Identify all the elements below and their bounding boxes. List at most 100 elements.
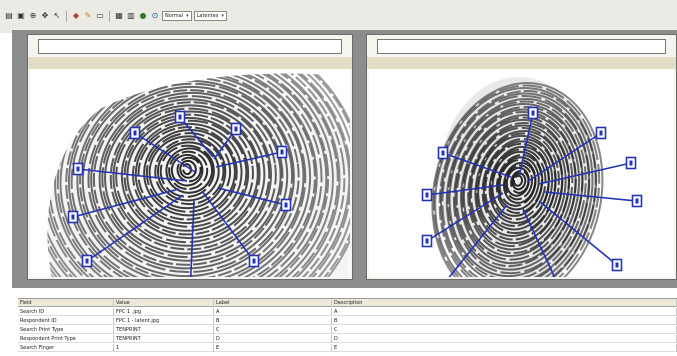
minutia-link-line <box>134 132 196 173</box>
minutia-marker-dot <box>85 258 89 264</box>
table-row[interactable]: Search Print Type TENPRINT C C <box>18 326 677 334</box>
value-cell[interactable]: FPC 1 .jpg <box>114 308 214 316</box>
search-print-image[interactable] <box>30 69 350 277</box>
minutia-link-line <box>72 188 180 218</box>
respondent-print-canvas[interactable] <box>369 69 674 277</box>
minutia-link-line <box>215 151 283 168</box>
minutia-marker-dot <box>280 149 284 155</box>
minutia-link-line <box>448 204 508 277</box>
minutia-marker-dot <box>133 130 137 136</box>
minutia-marker-dot <box>531 110 535 116</box>
minutia-link-line <box>426 192 504 242</box>
field-cell: Respondent ID <box>18 317 114 325</box>
field-cell: Respondent Print Type <box>18 335 114 343</box>
zoom-in-icon[interactable]: ⊕ <box>29 11 37 20</box>
overlay-select-value: Latentes <box>196 13 219 19</box>
minutia-marker-dot <box>441 150 445 156</box>
comparison-workspace <box>12 30 677 288</box>
image-background <box>30 69 350 277</box>
column-header-value[interactable]: Value <box>114 299 214 307</box>
search-print-canvas[interactable] <box>30 69 350 277</box>
label-cell[interactable]: C <box>214 326 332 334</box>
toolbar-separator <box>109 10 110 22</box>
property-grid: Field Value Label Description Search ID … <box>18 298 677 356</box>
minutia-marker-dot <box>76 166 80 172</box>
minutia-marker-dot <box>284 202 288 208</box>
zoom-select-value: Normal <box>165 13 184 19</box>
minutia-link-line <box>518 112 534 178</box>
value-cell[interactable]: FPC 1 - latent.jpg <box>114 317 214 325</box>
value-cell[interactable]: TENPRINT <box>114 326 214 334</box>
label-cell[interactable]: B <box>214 317 332 325</box>
search-print-panel <box>27 34 353 280</box>
minutia-link-line <box>544 191 638 202</box>
label-cell[interactable]: D <box>214 335 332 343</box>
pan-icon[interactable]: ✥ <box>41 11 49 20</box>
description-cell[interactable]: C <box>332 326 677 334</box>
toolbar-row: ▤ ▣ ⊕ ✥ ↖ ◆ ✎ ▭ ▦ ▥ ● ⊙ Normal ▾ Latente… <box>4 9 227 23</box>
minutia-marker-dot <box>635 198 639 204</box>
minutia-marker-dot <box>615 262 619 268</box>
toolbar: ▤ ▣ ⊕ ✥ ↖ ◆ ✎ ▭ ▦ ▥ ● ⊙ Normal ▾ Latente… <box>0 0 677 33</box>
respondent-print-panel <box>366 34 677 280</box>
label-cell[interactable]: A <box>214 308 332 316</box>
toolbar-separator <box>66 10 67 22</box>
table-row[interactable]: Search ID FPC 1 .jpg A A <box>18 308 677 316</box>
label-cell[interactable]: E <box>214 344 332 352</box>
chevron-down-icon: ▾ <box>221 13 224 19</box>
minutia-marker-dot <box>252 258 256 264</box>
value-cell[interactable]: TENPRINT <box>114 335 214 343</box>
respondent-print-title-field[interactable] <box>377 39 666 54</box>
minutia-link-line <box>538 200 618 266</box>
overlay-select[interactable]: Latentes ▾ <box>193 11 227 21</box>
minutia-link-line <box>526 132 602 183</box>
minutia-link-line <box>442 152 512 178</box>
table-icon[interactable]: ▥ <box>127 11 135 20</box>
minutia-link-line <box>538 162 632 185</box>
minutia-link-line <box>201 190 255 262</box>
grid-icon[interactable]: ▦ <box>115 11 123 20</box>
search-print-title-field[interactable] <box>38 39 342 54</box>
value-cell[interactable]: 1 <box>114 344 214 352</box>
field-cell: Search Print Type <box>18 326 114 334</box>
ruler-icon[interactable]: ▭ <box>96 11 104 20</box>
pen-icon[interactable]: ✎ <box>84 11 92 20</box>
field-cell: Search ID <box>18 308 114 316</box>
open-file-icon[interactable]: ▤ <box>5 11 13 20</box>
minutia-link-line <box>217 187 287 206</box>
respondent-print-image[interactable] <box>369 69 674 277</box>
description-cell[interactable]: A <box>332 308 677 316</box>
table-row[interactable]: Respondent Print Type TENPRINT D D <box>18 335 677 343</box>
help-icon[interactable]: ⊙ <box>151 11 159 20</box>
table-row[interactable]: Respondent ID FPC 1 - latent.jpg B B <box>18 317 677 325</box>
minutia-marker-dot <box>178 114 182 120</box>
minutia-marker-dot <box>599 130 603 136</box>
minutia-marker-dot <box>425 238 429 244</box>
field-cell: Search Finger <box>18 344 114 352</box>
fingerprint-ridges <box>431 82 604 277</box>
minutia-link-line <box>189 200 195 277</box>
minutia-link-line <box>179 116 214 158</box>
minutia-link-line <box>426 184 504 196</box>
minutia-link-line <box>77 168 188 182</box>
column-header-description[interactable]: Description <box>332 299 677 307</box>
minutia-marker-dot <box>425 192 429 198</box>
minutia-marker-dot <box>629 160 633 166</box>
minutia-marker-dot <box>234 126 238 132</box>
table-row[interactable]: Search Finger 1 E E <box>18 344 677 352</box>
description-cell[interactable]: B <box>332 317 677 325</box>
minutia-marker-dot <box>71 214 75 220</box>
panel-header-band <box>367 57 676 69</box>
description-cell[interactable]: E <box>332 344 677 352</box>
minutia-link-line <box>522 208 556 277</box>
select-icon[interactable]: ↖ <box>53 11 61 20</box>
minutia-link-line <box>86 194 184 262</box>
save-icon[interactable]: ▣ <box>17 11 25 20</box>
column-header-field[interactable]: Field <box>18 299 114 307</box>
color-icon[interactable]: ● <box>139 11 147 20</box>
chevron-down-icon: ▾ <box>186 13 189 19</box>
column-header-label[interactable]: Label <box>214 299 332 307</box>
description-cell[interactable]: D <box>332 335 677 343</box>
zoom-select[interactable]: Normal ▾ <box>162 11 192 21</box>
marker-icon[interactable]: ◆ <box>72 11 80 20</box>
